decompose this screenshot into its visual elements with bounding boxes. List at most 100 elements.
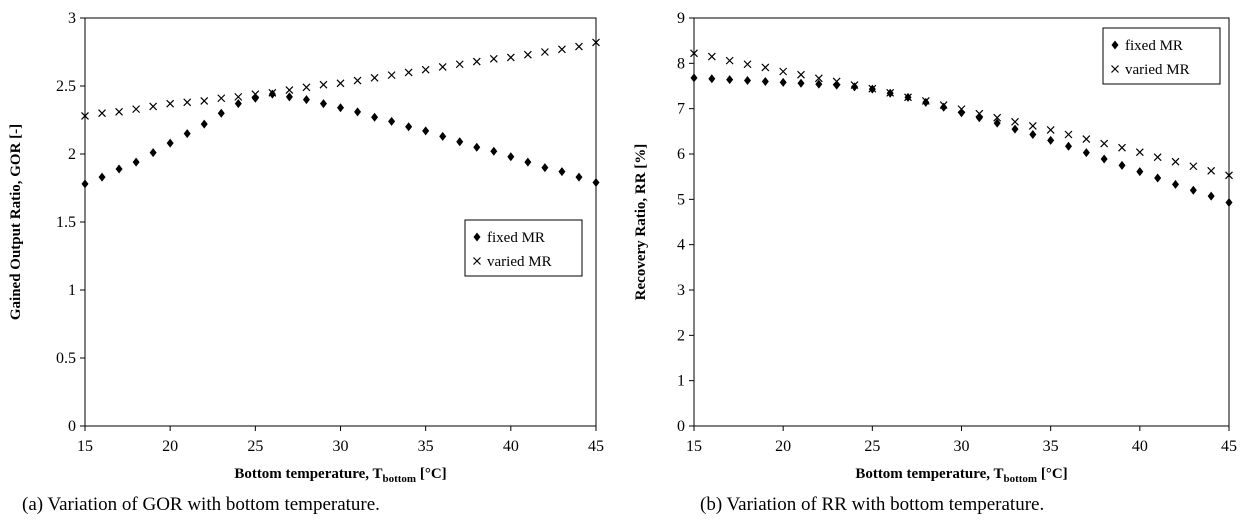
data-point [98, 172, 106, 182]
data-point [302, 83, 311, 92]
data-point [353, 76, 362, 85]
data-point [558, 45, 566, 54]
data-point [370, 73, 379, 82]
data-point [422, 126, 430, 136]
data-point [779, 77, 787, 87]
data-point [319, 80, 328, 89]
data-point [438, 63, 447, 71]
data-point [975, 113, 983, 123]
data-point [81, 111, 89, 120]
series-varied-mr [81, 38, 600, 120]
data-point [166, 99, 175, 108]
data-point [592, 38, 600, 47]
data-point [707, 52, 716, 61]
data-point [439, 131, 447, 141]
data-point [183, 129, 191, 139]
data-point [1136, 167, 1144, 177]
y-tick-label: 2 [677, 327, 685, 344]
data-point [507, 152, 515, 162]
data-point [975, 109, 984, 118]
y-tick-label: 2 [68, 146, 76, 163]
data-point [1225, 171, 1233, 180]
data-point [319, 99, 327, 109]
data-point [285, 92, 293, 102]
y-tick-label: 0 [68, 418, 76, 435]
y-tick-label: 1.5 [56, 214, 76, 231]
data-point [200, 97, 209, 105]
data-point [472, 57, 481, 66]
data-point [115, 164, 123, 174]
data-point [234, 99, 242, 109]
data-point [217, 108, 225, 118]
data-point [1225, 198, 1233, 208]
data-point [708, 74, 716, 84]
x-tick-label: 45 [588, 438, 604, 455]
data-point [761, 76, 769, 86]
data-point [149, 102, 158, 111]
data-point [489, 54, 498, 63]
data-point [558, 167, 566, 177]
caption-b: (b) Variation of RR with bottom temperat… [700, 494, 1045, 515]
x-tick-label: 30 [954, 438, 970, 455]
legend: fixed MR varied MR [1102, 27, 1221, 85]
data-point [1207, 191, 1215, 201]
data-point [922, 97, 930, 107]
data-point [1171, 157, 1180, 166]
data-point [851, 82, 858, 92]
data-point [1029, 130, 1037, 140]
x-tick-label: 40 [503, 438, 519, 455]
data-point [166, 138, 174, 148]
data-point [336, 79, 345, 88]
x-tick-label: 20 [162, 438, 178, 455]
data-point [743, 60, 752, 69]
y-tick-label: 2.5 [56, 78, 76, 95]
data-point [1189, 162, 1198, 171]
data-point [81, 179, 89, 189]
data-point [939, 101, 948, 109]
data-point [1011, 117, 1019, 126]
x-axis-label: Bottom temperature, Tbottom [°C] [855, 466, 1067, 485]
data-point [1082, 135, 1091, 143]
x-axis-label: Bottom temperature, Tbottom [°C] [234, 466, 446, 485]
data-point [132, 105, 141, 114]
data-point [302, 95, 310, 105]
x-tick-label: 45 [1221, 438, 1237, 455]
data-point [725, 56, 734, 65]
data-point [490, 146, 498, 156]
legend: fixed MR varied MR [464, 219, 583, 277]
data-point [524, 157, 532, 167]
data-point [1154, 173, 1162, 183]
data-point [690, 73, 698, 83]
data-point [268, 88, 277, 97]
data-point [285, 86, 294, 95]
x-tick-label: 35 [418, 438, 434, 455]
data-point [541, 163, 549, 173]
data-point [251, 93, 259, 103]
data-point [132, 157, 140, 167]
data-point [814, 74, 823, 83]
series-fixed-mr [81, 89, 600, 189]
y-tick-label: 3 [677, 282, 685, 299]
series-fixed-mr [690, 73, 1233, 208]
data-point [575, 172, 583, 182]
y-tick-label: 0.5 [56, 350, 76, 367]
data-point [1028, 121, 1037, 130]
y-tick-label: 0 [677, 418, 685, 435]
data-point [921, 97, 930, 105]
data-point [1047, 135, 1055, 145]
data-point [337, 103, 344, 113]
data-point [1172, 179, 1179, 189]
legend-label: fixed MR [487, 230, 545, 246]
legend-marker [1111, 65, 1119, 73]
data-point [421, 65, 430, 74]
data-point [200, 119, 208, 129]
data-point [354, 107, 362, 117]
data-point [387, 71, 396, 80]
y-tick-label: 1 [68, 282, 76, 299]
data-point [183, 98, 192, 107]
data-point [868, 84, 877, 93]
data-point [251, 90, 260, 99]
data-point [592, 178, 600, 188]
caption-a: (a) Variation of GOR with bottom tempera… [22, 494, 380, 515]
data-point [217, 94, 226, 103]
